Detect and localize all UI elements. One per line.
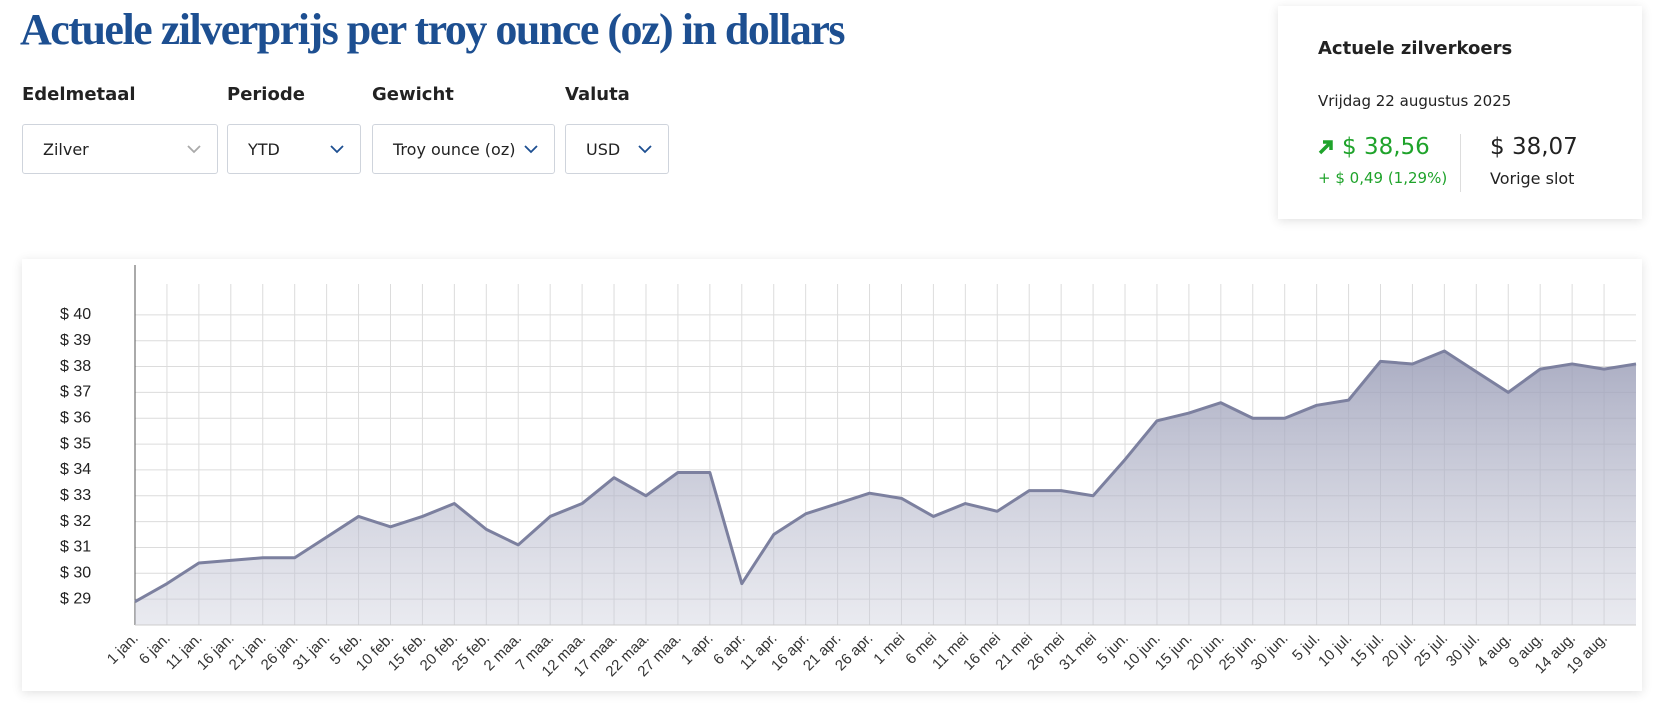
x-tick-label: 10 jul. <box>1315 630 1355 670</box>
price-change: + $ 0,49 (1,29%) <box>1318 169 1448 187</box>
filter-dropdown[interactable]: Troy ounce (oz) <box>372 124 555 174</box>
filter-dropdown[interactable]: Zilver <box>22 124 218 174</box>
y-tick-label: $ 35 <box>60 435 91 452</box>
y-tick-label: $ 34 <box>60 461 91 478</box>
filter-label: Edelmetaal <box>22 84 136 105</box>
y-tick-label: $ 31 <box>60 539 91 556</box>
y-tick-label: $ 37 <box>60 384 91 401</box>
divider <box>1460 134 1461 192</box>
y-tick-label: $ 40 <box>60 306 91 323</box>
chart: $ 29 $ 30 $ 31 $ 32 $ 33 $ 34 $ 35 $ 36 $ 37 $ 38… <box>60 265 1637 680</box>
price-line <box>134 349 1637 604</box>
x-tick-label: 25 jul. <box>1411 630 1451 670</box>
current-price: $ 38,56 <box>1342 134 1430 160</box>
filter-dropdown[interactable]: YTD <box>227 124 361 174</box>
filter-value: Troy ounce (oz) <box>393 139 516 159</box>
quote-date: Vrijdag 22 augustus 2025 <box>1318 92 1512 110</box>
x-tick-label: 20 jul. <box>1379 630 1419 670</box>
y-tick-label: $ 33 <box>60 487 91 504</box>
y-tick-label: $ 39 <box>60 332 91 349</box>
x-tick-label: 30 jun. <box>1248 630 1292 674</box>
filter-value: YTD <box>248 139 280 159</box>
chevron-icon <box>187 145 201 154</box>
up-arrow-icon <box>1318 140 1333 155</box>
filter-label: Gewicht <box>372 84 454 105</box>
page-title: Actuele zilverprijs per troy ounce (oz) … <box>20 5 845 54</box>
chevron-icon <box>330 145 344 154</box>
quote-title: Actuele zilverkoers <box>1318 38 1513 59</box>
previous-label: Vorige slot <box>1490 169 1575 188</box>
x-tick-label: 31 jan. <box>290 630 334 674</box>
filter-value: Zilver <box>43 139 89 159</box>
chart-card: $ 29 $ 30 $ 31 $ 32 $ 33 $ 34 $ 35 $ 36 $ 37 $ 38… <box>22 259 1642 691</box>
chevron-icon <box>638 145 652 154</box>
x-tick-label: 1 mei <box>870 630 908 668</box>
chevron-icon <box>524 145 538 154</box>
quote-card: Actuele zilverkoers Vrijdag 22 augustus … <box>1278 6 1642 219</box>
y-tick-label: $ 32 <box>60 513 91 530</box>
y-tick-label: $ 38 <box>60 358 91 375</box>
previous-price: $ 38,07 <box>1490 134 1578 160</box>
filter-dropdown[interactable]: USD <box>565 124 669 174</box>
filter-label: Valuta <box>565 84 630 105</box>
x-tick-label: 1 jan. <box>104 630 142 668</box>
y-tick-label: $ 30 <box>60 565 91 582</box>
x-tick-label: 4 aug. <box>1474 630 1516 672</box>
x-tick-label: 1 apr. <box>678 630 717 669</box>
filter-value: USD <box>586 139 621 159</box>
y-tick-label: $ 36 <box>60 409 91 426</box>
y-tick-label: $ 29 <box>60 590 91 607</box>
x-tick-label: 31 mei <box>1056 630 1100 674</box>
x-tick-label: 15 jul. <box>1347 630 1387 670</box>
filter-label: Periode <box>227 84 305 105</box>
